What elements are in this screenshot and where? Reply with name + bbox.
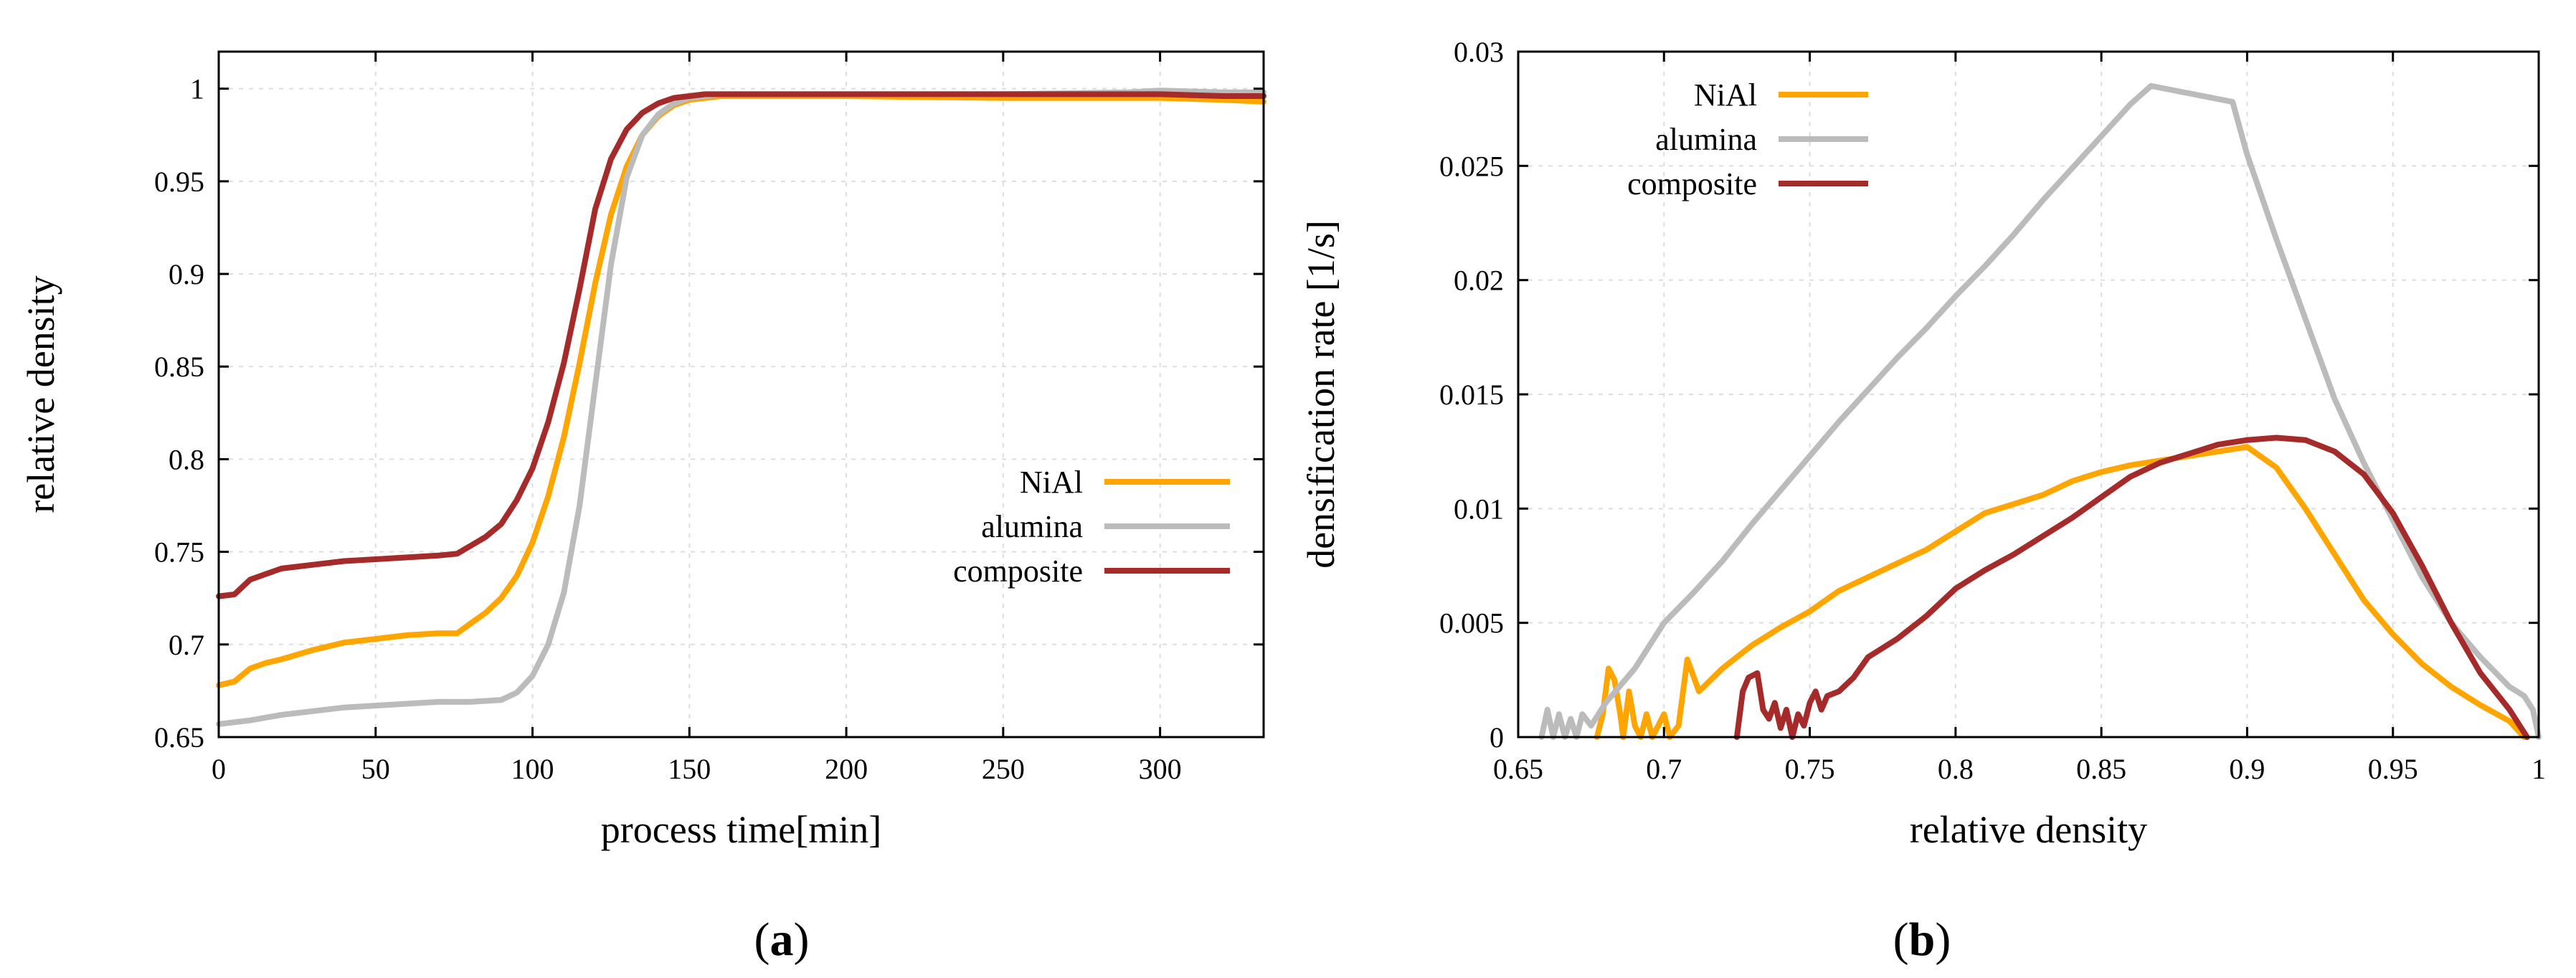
chart-b: 0.65 0.7 0.75 0.8 0.85 0.9 0.95 1 0 0.005 0.01 0.01…: [1299, 36, 2546, 966]
x-tick-label: 200: [825, 753, 868, 785]
x-tick-label: 0.7: [1646, 753, 1682, 785]
x-tick-label: 100: [511, 753, 554, 785]
x-axis-label-b: relative density: [1910, 808, 2147, 851]
legend-label-composite: composite: [1627, 166, 1757, 201]
series-line-composite: [216, 91, 1266, 599]
y-tick-label: 0.95: [154, 166, 204, 198]
legend-label-alumina: alumina: [981, 509, 1083, 544]
x-tick-label: 0.95: [2368, 753, 2418, 785]
chart-a: 0 50 100 150 200 250 300 0.65 0.7 0.75 0.8 0.85 0.9 0…: [19, 50, 1266, 966]
y-tick-label: 0: [1490, 721, 1504, 754]
x-tick-label: 250: [982, 753, 1025, 785]
y-tick-label: 0.03: [1454, 36, 1504, 68]
y-tick-label: 0.015: [1439, 379, 1504, 411]
x-axis-label-a: process time[min]: [601, 808, 881, 851]
y-tick-label: 0.7: [169, 629, 204, 661]
legend-label-alumina: alumina: [1655, 122, 1757, 157]
y-tick-label: 0.85: [154, 351, 204, 383]
subfigure-label-a-open: (: [754, 913, 770, 966]
y-tick-label: 0.9: [169, 258, 204, 290]
y-axis-label-a: relative density: [19, 275, 62, 513]
x-tick-label: 0: [212, 753, 226, 785]
x-tick-label: 300: [1139, 753, 1182, 785]
grid-a: [218, 52, 1264, 738]
subfigure-label-a-letter: a: [770, 913, 794, 966]
subfigure-label-b-close: ): [1935, 913, 1951, 966]
x-tick-label: 0.9: [2229, 753, 2265, 785]
x-tick-label: 50: [361, 753, 390, 785]
y-tick-label: 0.65: [154, 721, 204, 754]
legend-label-nial: NiAl: [1020, 465, 1083, 500]
x-tick-label: 0.65: [1493, 753, 1543, 785]
x-tick-label: 0.8: [1938, 753, 1974, 785]
x-tick-label: 1: [2532, 753, 2546, 785]
y-axis-label-b: densification rate [1/s]: [1299, 220, 1343, 569]
legend-label-composite: composite: [953, 554, 1083, 589]
series-lines-a: [216, 87, 1266, 727]
y-tick-label: 0.02: [1454, 265, 1504, 297]
series-line-alumina: [1538, 82, 2542, 740]
x-tick-label: 150: [668, 753, 711, 785]
x-tick-label: 0.75: [1785, 753, 1835, 785]
legend-a: NiAl alumina composite: [953, 465, 1230, 589]
series-line-nial: [1594, 444, 2527, 740]
series-lines-b: [1538, 82, 2542, 740]
ticks-a: 0 50 100 150 200 250 300 0.65 0.7 0.75 0.8 0.85 0.9 0…: [154, 52, 1264, 785]
y-tick-label: 0.025: [1439, 150, 1504, 182]
subfigure-label-a: (a): [754, 913, 810, 966]
y-tick-label: 0.01: [1454, 493, 1504, 525]
plot-frame-a: [217, 50, 1265, 739]
y-tick-label: 1: [190, 73, 204, 105]
subfigure-label-b-letter: b: [1909, 913, 1936, 966]
series-line-composite: [1733, 435, 2530, 740]
y-tick-label: 0.75: [154, 536, 204, 569]
y-tick-label: 0.005: [1439, 607, 1504, 640]
subfigure-label-a-close: ): [794, 913, 810, 966]
legend-label-nial: NiAl: [1694, 77, 1757, 113]
y-tick-label: 0.8: [169, 443, 204, 475]
x-tick-label: 0.85: [2076, 753, 2126, 785]
subfigure-label-b-open: (: [1893, 913, 1909, 966]
ticks-b: 0.65 0.7 0.75 0.8 0.85 0.9 0.95 1 0 0.005 0.01 0.01…: [1439, 36, 2546, 785]
subfigure-label-b: (b): [1893, 913, 1951, 966]
legend-b: NiAl alumina composite: [1627, 77, 1868, 201]
